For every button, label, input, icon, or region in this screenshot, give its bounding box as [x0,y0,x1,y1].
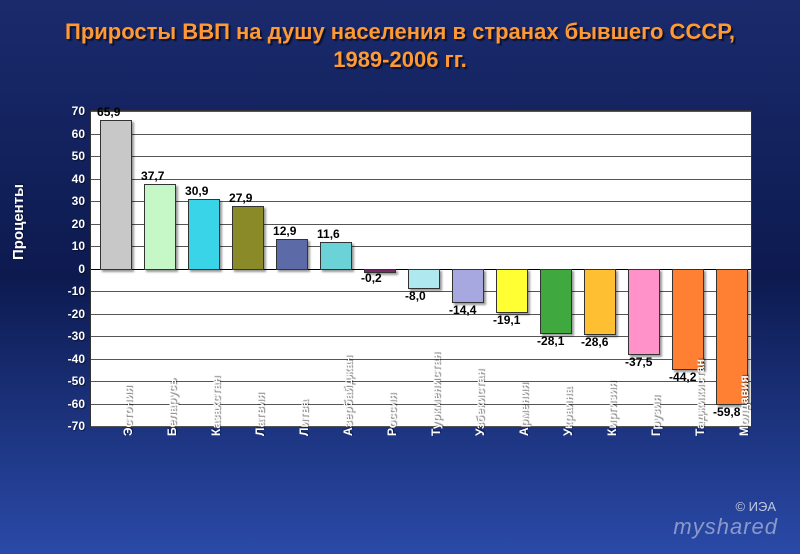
x-tick-label: Таджикистан [693,359,707,436]
bar [144,184,176,271]
y-tick-label: -60 [68,397,85,411]
x-tick-label: Казахстан [209,376,223,436]
x-tick-label: Армения [517,383,531,436]
bar [276,239,308,270]
y-tick-label: 0 [78,262,85,276]
bar [540,269,572,334]
y-tick-label: 40 [72,172,85,186]
x-tick-label: Азербайджан [341,356,355,436]
y-tick-label: -10 [68,284,85,298]
grid-line [91,111,751,112]
y-tick-label: 20 [72,217,85,231]
bar [232,206,264,271]
y-tick-label: 60 [72,127,85,141]
bar [100,120,132,270]
x-tick-label: Эстония [121,386,135,436]
y-tick-label: -70 [68,419,85,433]
bar [628,269,660,355]
x-tick-label: Молдавия [737,375,751,436]
bar [320,242,352,270]
x-tick-label: Узбекистан [473,370,487,436]
chart-area: 706050403020100-10-20-30-40-50-60-7065,9… [90,110,770,425]
bar-value-label: 37,7 [141,169,164,183]
bar [672,269,704,370]
bar [496,269,528,314]
y-tick-label: 30 [72,194,85,208]
bar [408,269,440,289]
bar-value-label: -14,4 [449,303,476,317]
bar-value-label: -19,1 [493,313,520,327]
bar [584,269,616,335]
y-tick-label: -50 [68,374,85,388]
chart-title: Приросты ВВП на душу населения в странах… [0,0,800,83]
y-tick-label: -30 [68,329,85,343]
x-tick-label: Россия [385,393,399,436]
y-axis-label: Проценты [10,184,27,260]
bar-value-label: 12,9 [273,224,296,238]
bar-value-label: 11,6 [317,227,340,241]
x-tick-label: Латвия [253,393,267,436]
bar-value-label: -0,2 [361,271,382,285]
y-tick-label: 10 [72,239,85,253]
bar-value-label: 65,9 [97,105,120,119]
grid-line [91,134,751,135]
y-tick-label: 70 [72,104,85,118]
y-tick-label: -20 [68,307,85,321]
x-tick-label: Литва [297,400,311,436]
grid-line [91,156,751,157]
grid-line [91,179,751,180]
bar [452,269,484,303]
x-tick-label: Украина [561,388,575,436]
x-tick-label: Беларусь [165,379,179,436]
x-tick-label: Грузия [649,396,663,436]
credit-text: © ИЭА [735,499,776,514]
bar-value-label: 30,9 [185,184,208,198]
bar-value-label: -28,6 [581,335,608,349]
bar-value-label: -8,0 [405,289,426,303]
y-tick-label: 50 [72,149,85,163]
bar-value-label: -37,5 [625,355,652,369]
bar-value-label: 27,9 [229,191,252,205]
watermark: myshared [673,514,778,540]
x-tick-label: Туркменистан [429,353,443,436]
bar-value-label: -28,1 [537,334,564,348]
bar [188,199,220,271]
grid-line [91,381,751,382]
plot-area: 706050403020100-10-20-30-40-50-60-7065,9… [90,110,752,427]
y-tick-label: -40 [68,352,85,366]
x-tick-label: Киргизия [605,381,619,436]
